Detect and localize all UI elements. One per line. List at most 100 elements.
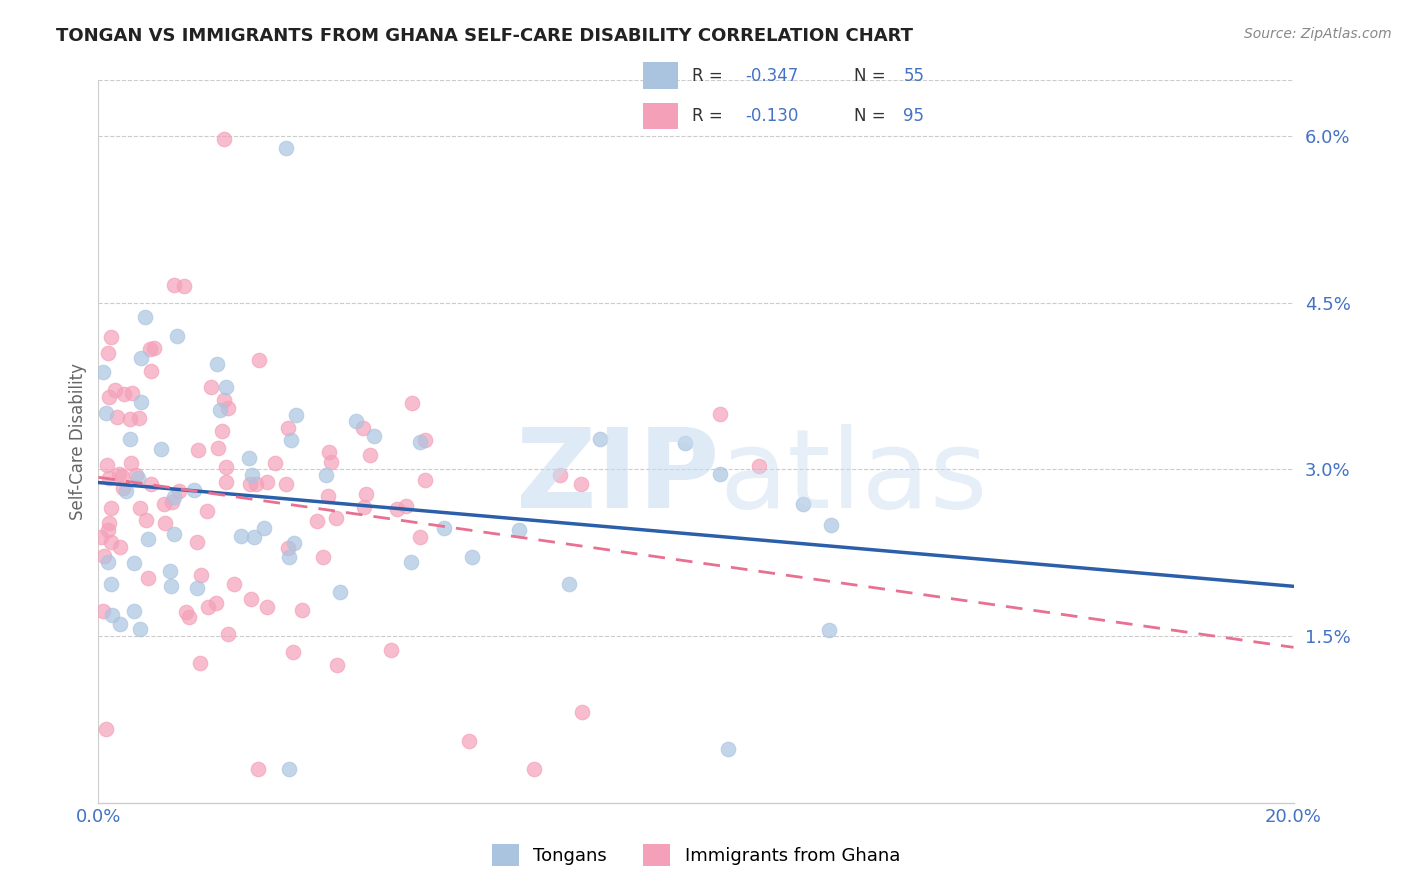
Point [159, 565, 181, 579]
Point [129, 623, 152, 637]
Point [589, 432, 612, 446]
Point [163, 490, 186, 504]
Point [380, 643, 402, 657]
Point [97, 516, 120, 531]
Point [197, 600, 219, 615]
Point [186, 581, 208, 595]
Point [709, 467, 731, 481]
Point [263, 456, 285, 470]
Text: -0.130: -0.130 [745, 107, 799, 125]
Text: TONGAN VS IMMIGRANTS FROM GHANA SELF-CARE DISABILITY CORRELATION CHART: TONGAN VS IMMIGRANTS FROM GHANA SELF-CAR… [56, 27, 914, 45]
Point [239, 477, 262, 491]
Point [354, 486, 377, 500]
Point [385, 502, 408, 516]
Point [211, 425, 233, 439]
Point [205, 357, 228, 371]
Point [285, 408, 308, 422]
FancyBboxPatch shape [644, 62, 678, 89]
Point [97, 390, 120, 404]
Point [401, 396, 423, 410]
Point [413, 433, 436, 447]
Point [326, 657, 349, 672]
Point [246, 763, 269, 777]
Point [96, 458, 118, 472]
Point [176, 605, 198, 619]
Point [94, 406, 117, 420]
Point [97, 523, 120, 537]
Point [128, 411, 150, 425]
Point [134, 310, 156, 324]
Point [291, 603, 314, 617]
Point [97, 555, 120, 569]
Point [166, 329, 188, 343]
Point [96, 722, 118, 736]
Point [253, 521, 276, 535]
Point [169, 483, 191, 498]
Point [91, 604, 114, 618]
Point [143, 341, 166, 355]
Point [277, 421, 299, 435]
Point [183, 483, 205, 498]
Point [328, 585, 350, 599]
Legend: Tongans, Immigrants from Ghana: Tongans, Immigrants from Ghana [485, 837, 907, 873]
Point [415, 473, 437, 487]
Point [240, 591, 263, 606]
Point [90, 530, 112, 544]
Text: R =: R = [693, 67, 728, 85]
Point [100, 501, 122, 516]
Point [457, 734, 479, 748]
Point [276, 477, 298, 491]
Point [820, 518, 842, 533]
Text: R =: R = [693, 107, 728, 125]
Point [108, 540, 131, 554]
Point [136, 571, 159, 585]
Point [240, 468, 263, 483]
Point [212, 393, 235, 408]
Point [111, 469, 134, 483]
Point [344, 414, 367, 428]
Point [200, 379, 222, 393]
Point [558, 577, 581, 591]
Point [186, 534, 208, 549]
Point [709, 408, 731, 422]
Point [748, 459, 770, 474]
Point [276, 141, 298, 155]
Point [569, 476, 592, 491]
Y-axis label: Self-Care Disability: Self-Care Disability [69, 363, 87, 520]
Text: Source: ZipAtlas.com: Source: ZipAtlas.com [1244, 27, 1392, 41]
Point [673, 436, 696, 450]
Point [278, 763, 301, 777]
Point [243, 529, 266, 543]
Point [97, 345, 120, 359]
Point [152, 498, 174, 512]
Point [127, 471, 149, 485]
Point [139, 342, 162, 356]
Point [818, 623, 841, 637]
Point [256, 599, 278, 614]
Point [91, 365, 114, 379]
Point [97, 471, 120, 485]
Point [190, 568, 212, 582]
Point [325, 510, 347, 524]
Point [433, 521, 456, 535]
Point [122, 556, 145, 570]
Point [461, 549, 484, 564]
Point [188, 656, 211, 670]
Text: N =: N = [855, 107, 891, 125]
Point [177, 610, 200, 624]
Point [173, 278, 195, 293]
Point [162, 495, 184, 509]
Point [163, 278, 186, 293]
Point [100, 535, 122, 549]
Point [316, 489, 339, 503]
Point [238, 450, 260, 465]
Point [409, 530, 432, 544]
Point [508, 523, 530, 537]
Point [101, 607, 124, 622]
Point [315, 467, 337, 482]
Point [280, 433, 302, 447]
Point [195, 504, 218, 518]
Point [104, 384, 127, 398]
Point [114, 484, 136, 499]
Point [129, 395, 152, 409]
